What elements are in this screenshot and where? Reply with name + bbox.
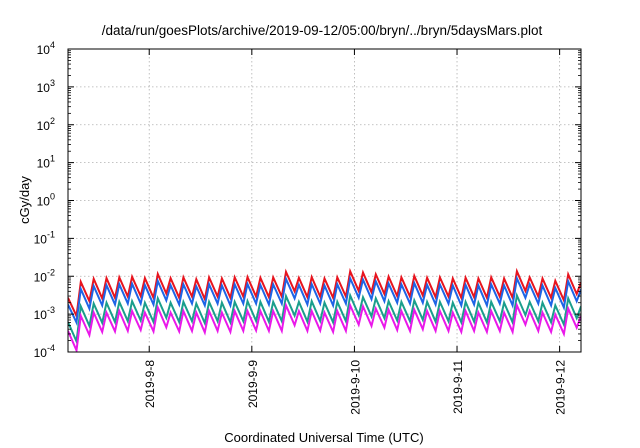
series-line-1 — [68, 267, 581, 320]
y-tick-label: 101 — [37, 154, 55, 171]
x-tick-label: 2019-9-8 — [143, 360, 157, 408]
y-tick-label: 100 — [37, 192, 55, 209]
x-tick-label: 2019-9-12 — [554, 360, 568, 415]
y-tick-label: 10-2 — [34, 267, 55, 284]
y-tick-label: 10-4 — [34, 343, 55, 360]
series-line-3 — [68, 291, 581, 346]
y-tick-label: 102 — [37, 116, 55, 133]
series-line-2 — [68, 274, 581, 327]
y-ticks: 10-4 10-3 10-2 10-1 100 101 102 103 104 — [34, 40, 581, 360]
x-axis-label: Coordinated Universal Time (UTC) — [224, 430, 423, 445]
y-tick-label: 10-3 — [34, 305, 55, 322]
plot-frame — [67, 48, 582, 353]
x-tick-label: 2019-9-9 — [246, 360, 260, 408]
y-tick-label: 104 — [37, 40, 55, 57]
x-ticks: 2019-9-8 2019-9-9 2019-9-10 2019-9-11 2019-9… — [143, 49, 568, 415]
series-line-4 — [68, 301, 581, 352]
x-tick-label: 2019-9-10 — [348, 360, 362, 415]
series-group — [68, 267, 581, 352]
y-tick-label: 10-1 — [34, 229, 55, 246]
x-tick-label: 2019-9-11 — [451, 360, 465, 414]
y-tick-label: 103 — [37, 78, 55, 95]
chart-title: /data/run/goesPlots/archive/2019-09-12/0… — [102, 23, 543, 38]
y-axis-label: cGy/day — [17, 176, 32, 224]
